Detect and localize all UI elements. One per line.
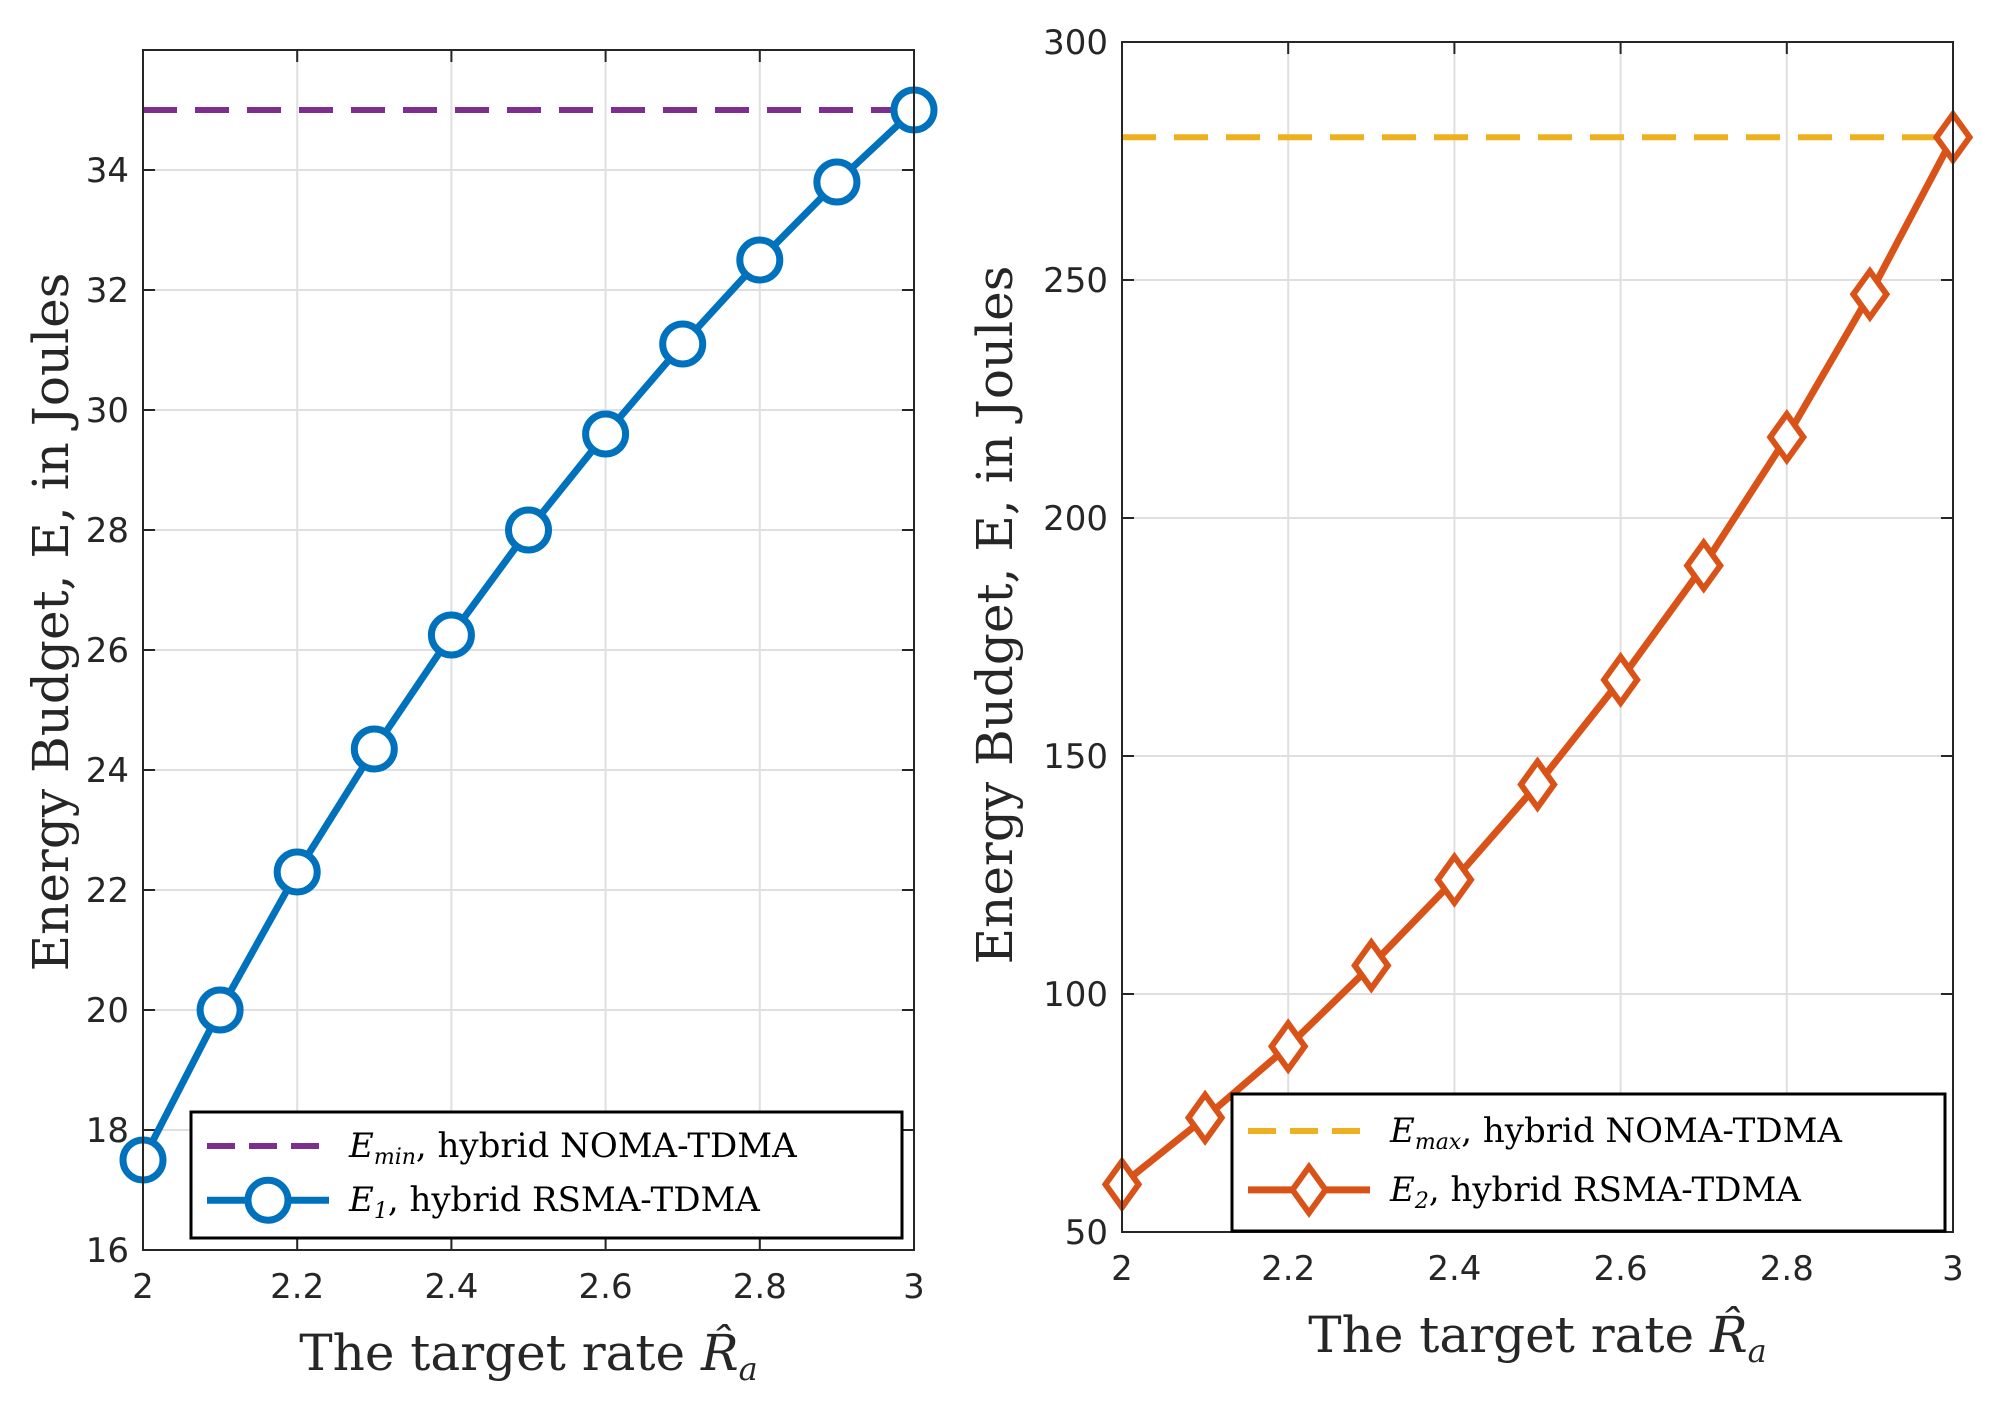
data-point <box>659 320 707 368</box>
x-tick-label: 2.2 <box>270 1267 324 1307</box>
y-tick-label: 22 <box>86 871 129 911</box>
legend-label: Emin, hybrid NOMA-TDMA <box>348 1126 797 1170</box>
x-tick-label: 2 <box>1111 1249 1133 1289</box>
x-axis-title: The target rate R̂a <box>1308 1305 1766 1370</box>
data-point <box>427 611 475 659</box>
y-tick-label: 34 <box>86 151 129 191</box>
data-point <box>350 725 398 773</box>
x-tick-label: 2.4 <box>1427 1249 1481 1289</box>
legend-marker <box>244 1176 292 1224</box>
y-tick-label: 150 <box>1043 737 1108 777</box>
legend: Emin, hybrid NOMA-TDMA E1, hybrid RSMA-TD… <box>189 1110 904 1240</box>
y-tick-label: 100 <box>1043 975 1108 1015</box>
y-axis-title: Energy Budget, E, in Joules <box>966 266 1024 965</box>
x-tick-label: 2.4 <box>424 1267 478 1307</box>
data-point <box>813 158 861 206</box>
x-tick-label: 3 <box>1942 1249 1964 1289</box>
data-point <box>196 986 244 1034</box>
axes-box <box>142 49 915 1251</box>
series-curve <box>119 86 938 1184</box>
series-curve <box>1101 109 1974 1213</box>
data-point <box>1766 408 1808 466</box>
x-tick-label: 2.6 <box>1594 1249 1648 1289</box>
x-tick-label: 3 <box>903 1267 925 1307</box>
legend-marker <box>1288 1161 1330 1219</box>
data-point <box>1683 537 1724 594</box>
x-tick-label: 2.8 <box>733 1267 787 1307</box>
legend: Emax, hybrid NOMA-TDMA E2, hybrid RSMA-TD… <box>1230 1092 1947 1233</box>
right-chart-panel: 2 2.2 2.4 2.6 2.8 3 50 100 150 200 250 300 The targe… <box>966 23 1974 1370</box>
y-tick-label: 16 <box>86 1231 129 1271</box>
y-axis-title: Energy Budget, E, in Joules <box>22 273 80 972</box>
x-tick-label: 2.6 <box>579 1267 633 1307</box>
x-tick-label: 2 <box>132 1267 154 1307</box>
left-chart-panel: 2 2.2 2.4 2.6 2.8 3 16 18 20 22 24 26 28 30 32 34 The ta… <box>22 49 938 1388</box>
y-tick-label: 200 <box>1043 499 1108 539</box>
legend-box <box>1230 1092 1947 1233</box>
data-point <box>736 236 784 284</box>
data-point <box>1517 756 1558 813</box>
y-tick-label: 24 <box>86 751 129 791</box>
plot-area <box>1122 42 1953 1232</box>
data-point <box>1600 651 1641 708</box>
legend-label: E1, hybrid RSMA-TDMA <box>348 1180 760 1224</box>
y-tick-label: 300 <box>1043 23 1108 63</box>
x-tick-label: 2.8 <box>1760 1249 1814 1289</box>
data-point <box>1184 1089 1226 1146</box>
y-tick-label: 32 <box>86 271 129 311</box>
legend-label: E2, hybrid RSMA-TDMA <box>1389 1170 1801 1214</box>
data-point <box>1849 266 1891 323</box>
y-tick-label: 18 <box>86 1111 129 1151</box>
y-tick-label: 250 <box>1043 261 1108 301</box>
data-point <box>582 410 630 458</box>
y-tick-label: 50 <box>1065 1213 1108 1253</box>
data-point <box>1434 851 1475 908</box>
data-point <box>1351 937 1392 994</box>
data-point <box>1267 1018 1309 1075</box>
data-point <box>273 848 321 896</box>
y-tick-label: 28 <box>86 511 129 551</box>
x-tick-label: 2.2 <box>1261 1249 1315 1289</box>
data-point <box>505 506 552 554</box>
legend-box <box>189 1110 904 1240</box>
legend-label: Emax, hybrid NOMA-TDMA <box>1389 1111 1842 1155</box>
y-tick-label: 26 <box>86 631 129 671</box>
x-axis-title: The target rate R̂a <box>299 1323 757 1388</box>
y-tick-label: 30 <box>86 391 129 431</box>
y-tick-label: 20 <box>86 991 129 1031</box>
